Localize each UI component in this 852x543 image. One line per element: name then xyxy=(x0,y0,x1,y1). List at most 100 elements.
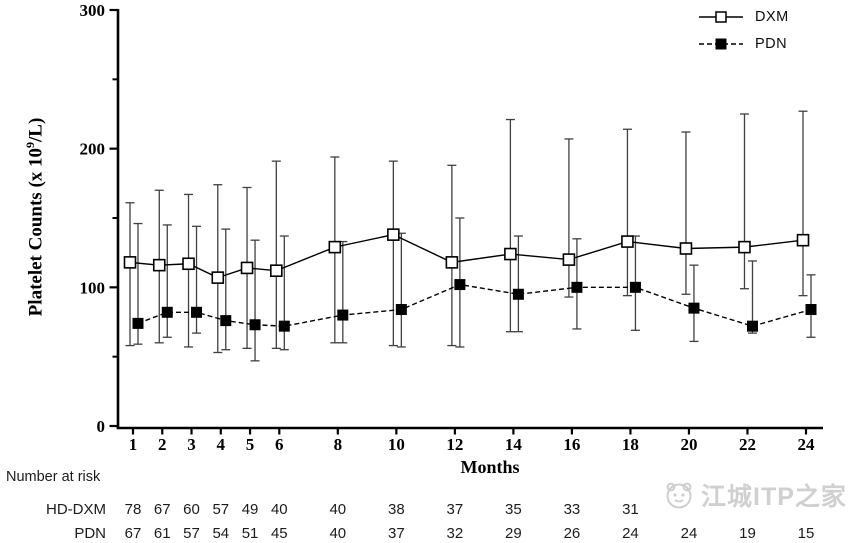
dxm-data-marker xyxy=(738,240,751,254)
dxm-data-marker xyxy=(270,264,283,277)
risk-value-hd-dxm: 33 xyxy=(564,501,581,518)
risk-value-hd-dxm: 37 xyxy=(447,501,464,518)
risk-value-hd-dxm: 40 xyxy=(329,501,346,518)
mascot-mouth xyxy=(674,499,684,503)
x-tick-label: 8 xyxy=(334,435,343,454)
risk-value-pdn: 32 xyxy=(447,525,464,542)
risk-value-hd-dxm: 60 xyxy=(183,501,200,518)
risk-value-pdn: 24 xyxy=(622,525,639,542)
pdn-data-marker xyxy=(132,317,144,329)
pdn-data-marker xyxy=(746,320,758,332)
pdn-data-marker xyxy=(220,315,232,327)
dxm-data-marker xyxy=(445,256,459,269)
risk-value-pdn: 45 xyxy=(271,525,288,542)
risk-value-pdn: 29 xyxy=(505,525,522,542)
dxm-data-marker xyxy=(387,228,400,241)
risk-value-hd-dxm: 78 xyxy=(125,501,142,518)
risk-value-pdn: 57 xyxy=(183,525,200,542)
x-tick-label: 20 xyxy=(680,435,697,454)
x-tick-label: 24 xyxy=(798,435,816,454)
x-tick-label: 1 xyxy=(129,435,138,454)
risk-row-label-hd-dxm: HD-DXM xyxy=(46,501,106,518)
risk-value-pdn: 40 xyxy=(329,525,346,542)
x-tick-label: 4 xyxy=(217,435,226,454)
risk-value-pdn: 26 xyxy=(564,525,581,542)
risk-value-pdn: 54 xyxy=(212,525,229,542)
risk-value-hd-dxm: 31 xyxy=(622,501,639,518)
dxm-data-marker xyxy=(621,235,634,248)
legend-dxm-marker xyxy=(699,10,743,23)
x-tick-label: 14 xyxy=(505,435,523,454)
dxm-data-marker xyxy=(796,233,810,247)
pdn-data-marker xyxy=(191,306,203,318)
pdn-data-marker xyxy=(629,281,641,293)
pdn-data-marker xyxy=(278,320,290,332)
dxm-series-line xyxy=(129,233,804,279)
legend-dxm-label: DXM xyxy=(755,8,789,25)
dxm-data-marker xyxy=(182,257,195,271)
x-tick-label: 5 xyxy=(246,435,255,454)
dxm-data-marker xyxy=(562,253,576,266)
mascot-eye-right xyxy=(681,493,685,497)
y-axis-title-suffix: /L) xyxy=(25,117,47,142)
risk-value-pdn: 19 xyxy=(739,525,756,542)
pdn-data-marker xyxy=(512,288,524,300)
risk-value-pdn: 24 xyxy=(681,525,698,542)
pdn-data-marker xyxy=(395,304,407,316)
x-tick-label: 10 xyxy=(388,435,405,454)
risk-value-pdn: 15 xyxy=(798,525,815,542)
y-axis-title-text: Platelet Counts (x 10 xyxy=(25,147,47,317)
pdn-data-marker xyxy=(249,319,261,331)
risk-value-pdn: 67 xyxy=(125,525,142,542)
y-axis-title-superscript: 9 xyxy=(23,141,37,148)
legend-entry-pdn: PDN xyxy=(698,30,789,57)
legend-pdn-filled-square-icon xyxy=(715,38,727,49)
legend-dxm-open-square-icon xyxy=(715,10,727,23)
risk-value-hd-dxm: 38 xyxy=(388,501,405,518)
dxm-data-marker xyxy=(211,271,225,284)
y-tick-label: 0 xyxy=(97,417,106,436)
mascot-ear-left xyxy=(666,482,676,492)
legend-entry-dxm: DXM xyxy=(698,3,789,30)
watermark: 江城ITP之家 xyxy=(663,477,847,513)
pdn-data-marker xyxy=(161,306,173,318)
pdn-data-marker xyxy=(571,281,583,293)
mascot-eye-left xyxy=(673,493,677,497)
risk-value-hd-dxm: 57 xyxy=(212,501,229,518)
risk-value-hd-dxm: 35 xyxy=(505,501,522,518)
x-tick-label: 3 xyxy=(187,435,196,454)
x-axis-title: Months xyxy=(460,457,520,477)
legend-pdn-marker xyxy=(699,38,743,49)
risk-row-label-pdn: PDN xyxy=(74,525,106,542)
dxm-data-marker xyxy=(328,240,342,254)
y-axis-title: Platelet Counts (x 109/L) xyxy=(23,57,49,377)
y-tick-label: 300 xyxy=(80,1,106,20)
dxm-data-marker xyxy=(504,247,517,261)
legend-pdn-label: PDN xyxy=(755,35,788,52)
number-at-risk-heading: Number at risk xyxy=(6,469,101,485)
pdn-data-marker xyxy=(805,304,817,316)
dxm-data-marker xyxy=(152,258,166,272)
x-tick-label: 6 xyxy=(275,435,284,454)
risk-value-hd-dxm: 40 xyxy=(271,501,288,518)
watermark-text: 江城ITP之家 xyxy=(701,483,847,511)
pdn-series-line xyxy=(137,283,812,327)
mascot-head xyxy=(666,483,692,509)
risk-value-pdn: 51 xyxy=(242,525,259,542)
legend: DXM PDN xyxy=(698,3,789,57)
x-tick-label: 2 xyxy=(158,435,167,454)
x-tick-label: 12 xyxy=(446,435,463,454)
risk-value-hd-dxm: 49 xyxy=(242,501,259,518)
risk-value-pdn: 37 xyxy=(388,525,405,542)
y-tick-label: 200 xyxy=(80,140,106,159)
pdn-data-marker xyxy=(688,302,700,314)
x-tick-label: 22 xyxy=(739,435,756,454)
x-tick-label: 16 xyxy=(563,435,580,454)
dxm-data-marker xyxy=(679,242,693,255)
mascot-ear-right xyxy=(682,482,692,492)
dxm-data-marker xyxy=(123,256,137,269)
pdn-data-marker xyxy=(337,309,349,321)
risk-value-pdn: 61 xyxy=(154,525,171,542)
